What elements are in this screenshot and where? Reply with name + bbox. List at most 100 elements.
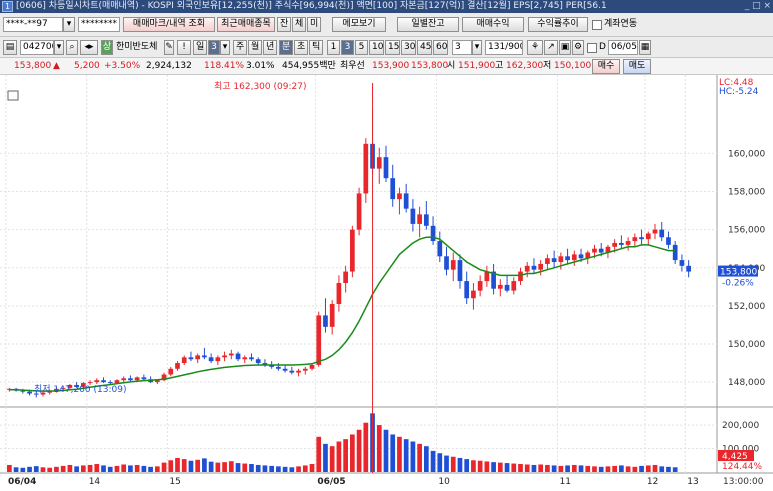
recent-items-button[interactable]: 최근매매종목 — [217, 17, 275, 32]
count-field[interactable]: 131/900 — [485, 40, 523, 55]
period-day[interactable]: 일 — [193, 40, 207, 55]
volume-tick-label: 100,000 — [722, 445, 759, 455]
y-tick-label: 150,000 — [728, 340, 765, 350]
stock-dropdown-icon[interactable]: ▾ — [54, 40, 64, 55]
calendar-icon[interactable]: ▦ — [639, 40, 651, 55]
volume-bar — [538, 464, 544, 472]
candle-body — [323, 315, 328, 327]
account-toolbar: ****-**97 ▾ ******** 매매마크/내역 조회 최근매매종목 잔… — [0, 13, 773, 37]
candle-body — [592, 248, 597, 253]
volume-bar — [80, 465, 86, 472]
sell-button[interactable]: 매도 — [623, 59, 651, 74]
volume-bar — [457, 457, 463, 472]
minute-15[interactable]: 15 — [385, 40, 400, 55]
daily-balance-button[interactable]: 일별잔고 — [397, 17, 459, 32]
pen-icon[interactable]: ✎ — [164, 40, 174, 55]
time-readout: 13:00:00 — [723, 477, 764, 487]
candle-body — [20, 390, 26, 392]
volume-bar — [309, 464, 315, 472]
profit-trend-button[interactable]: 수익률추이 — [528, 17, 588, 32]
period-month[interactable]: 월 — [248, 40, 262, 55]
candle-body — [504, 284, 510, 291]
x-tick-label: 10 — [438, 477, 450, 487]
minute-3[interactable]: 3 — [341, 40, 354, 55]
prev-next-icon[interactable]: ◂▸ — [80, 40, 98, 55]
volume-bar — [625, 466, 631, 472]
chart-menu-icon[interactable] — [7, 90, 19, 101]
period-custom[interactable]: 3 — [208, 40, 220, 55]
date-checkbox[interactable] — [587, 43, 597, 53]
volume-bar — [645, 465, 651, 472]
custom-minute-dropdown-icon[interactable]: ▾ — [472, 40, 482, 55]
stock-code-field[interactable]: 042700 — [20, 40, 54, 55]
period-tick[interactable]: 틱 — [309, 40, 323, 55]
volume-bar — [188, 460, 194, 472]
password-field[interactable]: ******** — [78, 17, 120, 32]
window-controls[interactable]: _ □ × — [744, 1, 771, 11]
volume-bar — [276, 466, 281, 472]
date-field[interactable]: 06/05 — [608, 40, 638, 55]
menu-icon[interactable]: ▤ — [3, 40, 17, 55]
minute-1[interactable]: 1 — [327, 40, 340, 55]
lc-label: LC:4.48 — [719, 78, 754, 88]
candle-body — [154, 380, 160, 383]
candle-body — [686, 265, 691, 272]
settings-icon[interactable]: ⚙ — [572, 40, 584, 55]
candle-body — [128, 378, 133, 381]
period-dropdown-icon[interactable]: ▾ — [220, 40, 230, 55]
volume-bar — [202, 458, 207, 472]
volume-bar — [101, 465, 106, 472]
candle-body — [612, 242, 618, 247]
volume-bar — [437, 453, 443, 472]
period-second[interactable]: 초 — [294, 40, 308, 55]
volume-bar — [134, 464, 140, 472]
minute-45[interactable]: 45 — [417, 40, 432, 55]
period-minute[interactable]: 분 — [279, 40, 293, 55]
candle-body — [497, 284, 503, 289]
account-link-checkbox[interactable] — [592, 20, 602, 30]
volume-bar — [504, 463, 510, 472]
volume-bar — [249, 464, 254, 472]
candle-body — [336, 283, 342, 304]
trade-history-button[interactable]: 매매마크/내역 조회 — [123, 17, 215, 32]
tab-execution[interactable]: 체 — [292, 17, 306, 32]
quote-bar: 153,800 ▲ 5,200 +3.50% 2,924,132 118.41%… — [0, 58, 773, 75]
indicator-icon[interactable]: ⚘ — [527, 40, 543, 55]
search-icon[interactable]: ⌕ — [66, 40, 78, 55]
buy-button[interactable]: 매수 — [592, 59, 620, 74]
candle-body — [558, 256, 564, 263]
minute-60[interactable]: 60 — [433, 40, 448, 55]
stock-chart[interactable]: 최고 162,300 (09:27) 최저 147,200 (13:09) LC… — [0, 75, 773, 488]
trade-profit-button[interactable]: 매매수익 — [462, 17, 524, 32]
account-dropdown-icon[interactable]: ▾ — [63, 17, 75, 32]
candle-body — [464, 281, 470, 299]
low-annotation: 최저 147,200 (13:09) — [34, 384, 126, 395]
chart-area[interactable]: 최고 162,300 (09:27) 최저 147,200 (13:09) LC… — [0, 75, 773, 488]
candle-body — [74, 384, 79, 387]
volume-bar — [464, 459, 470, 472]
memo-button[interactable]: 메모보기 — [332, 17, 386, 32]
volume-bar — [47, 467, 53, 472]
custom-minute-field[interactable]: 3 — [452, 40, 472, 55]
candle-body — [625, 241, 631, 245]
alert-icon[interactable]: ! — [177, 40, 191, 55]
volume-bar — [551, 465, 557, 472]
draw-icon[interactable]: ↗ — [544, 40, 558, 55]
stock-name: 한미반도체 — [116, 42, 158, 52]
candle-body — [222, 355, 227, 358]
best-ask: 153,900 — [372, 61, 410, 71]
account-select[interactable]: ****-**97 — [3, 17, 63, 32]
candle-body — [269, 364, 275, 367]
minute-5[interactable]: 5 — [355, 40, 368, 55]
tab-balance[interactable]: 잔 — [277, 17, 291, 32]
minute-30[interactable]: 30 — [401, 40, 416, 55]
volume-bar — [511, 463, 517, 472]
period-week[interactable]: 주 — [233, 40, 247, 55]
period-year[interactable]: 년 — [263, 40, 277, 55]
chart-toolbar: ▤ 042700 ▾ ⌕ ◂▸ 상 한미반도체 ✎ ! 일 3 ▾ 주 월 년 … — [0, 37, 773, 58]
save-icon[interactable]: ▣ — [559, 40, 571, 55]
minute-10[interactable]: 10 — [369, 40, 384, 55]
tab-unfilled[interactable]: 미 — [307, 17, 321, 32]
volume-bar — [612, 465, 618, 472]
candle-body — [202, 355, 207, 358]
